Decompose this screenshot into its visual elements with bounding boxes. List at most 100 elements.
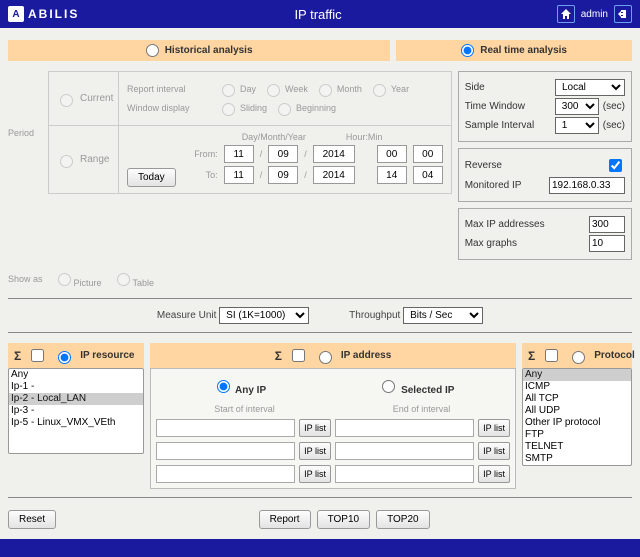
monitor-panel: Reverse Monitored IP bbox=[458, 148, 632, 202]
measure-unit-label: Measure Unit bbox=[157, 310, 216, 321]
ip-end-3[interactable] bbox=[335, 465, 474, 483]
report-interval-label: Report interval bbox=[127, 84, 211, 94]
reverse-checkbox[interactable] bbox=[609, 159, 622, 172]
footer-bar bbox=[0, 539, 640, 557]
selected-ip-radio[interactable] bbox=[382, 380, 395, 393]
period-label: Period bbox=[8, 128, 48, 138]
ip-address-sigma-checkbox[interactable] bbox=[292, 349, 305, 362]
side-label: Side bbox=[465, 82, 551, 93]
from-month-input[interactable] bbox=[268, 145, 298, 163]
realtime-settings-panel: Side Local Time Window 300 (sec) Sample … bbox=[458, 71, 632, 142]
iplist-button[interactable]: IP list bbox=[478, 442, 510, 460]
interval-day-radio bbox=[222, 84, 235, 97]
throughput-select[interactable]: Bits / Sec bbox=[403, 307, 483, 324]
period-range-radio bbox=[60, 155, 73, 168]
ip-start-3[interactable] bbox=[156, 465, 295, 483]
to-year-input[interactable] bbox=[313, 166, 355, 184]
logout-icon[interactable] bbox=[614, 5, 632, 23]
ip-address-title: IP address bbox=[341, 350, 391, 361]
tab-historical-radio[interactable] bbox=[146, 44, 159, 57]
iplist-button[interactable]: IP list bbox=[299, 465, 331, 483]
window-display-label: Window display bbox=[127, 103, 211, 113]
time-window-select[interactable]: 300 bbox=[555, 98, 599, 115]
brand-name: ABILIS bbox=[28, 7, 79, 21]
from-day-input[interactable] bbox=[224, 145, 254, 163]
end-interval-label: End of interval bbox=[333, 404, 510, 414]
from-label: From: bbox=[186, 149, 218, 159]
interval-day-label: Day bbox=[240, 84, 256, 94]
today-button[interactable]: Today bbox=[127, 168, 176, 187]
showas-table-radio bbox=[117, 273, 130, 286]
monitored-ip-label: Monitored IP bbox=[465, 180, 545, 191]
time-window-label: Time Window bbox=[465, 101, 551, 112]
ip-start-2[interactable] bbox=[156, 442, 295, 460]
display-sliding-label: Sliding bbox=[240, 103, 267, 113]
interval-year-label: Year bbox=[391, 84, 409, 94]
iplist-button[interactable]: IP list bbox=[478, 419, 510, 437]
report-button[interactable]: Report bbox=[259, 510, 311, 529]
monitored-ip-input[interactable] bbox=[549, 177, 625, 194]
interval-week-radio bbox=[267, 84, 280, 97]
top10-button[interactable]: TOP10 bbox=[317, 510, 371, 529]
showas-picture-label: Picture bbox=[74, 278, 102, 288]
reset-button[interactable]: Reset bbox=[8, 510, 56, 529]
ip-end-1[interactable] bbox=[335, 419, 474, 437]
start-interval-label: Start of interval bbox=[156, 404, 333, 414]
protocol-sigma-checkbox[interactable] bbox=[545, 349, 558, 362]
sample-interval-unit: (sec) bbox=[603, 120, 625, 131]
tab-realtime[interactable]: Real time analysis bbox=[396, 40, 632, 61]
iplist-button[interactable]: IP list bbox=[478, 465, 510, 483]
ip-resource-radio[interactable] bbox=[58, 351, 71, 364]
to-min-input[interactable] bbox=[413, 166, 443, 184]
ip-end-2[interactable] bbox=[335, 442, 474, 460]
from-hour-input[interactable] bbox=[377, 145, 407, 163]
tab-historical[interactable]: Historical analysis bbox=[8, 40, 390, 61]
sigma-icon: Σ bbox=[275, 349, 282, 363]
interval-month-radio bbox=[319, 84, 332, 97]
ip-resource-sigma-checkbox[interactable] bbox=[31, 349, 44, 362]
throughput-label: Throughput bbox=[349, 310, 400, 321]
protocol-radio[interactable] bbox=[572, 351, 585, 364]
display-beginning-radio bbox=[278, 103, 291, 116]
showas-label: Show as bbox=[8, 274, 43, 284]
measure-unit-select[interactable]: SI (1K=1000) bbox=[219, 307, 309, 324]
to-day-input[interactable] bbox=[224, 166, 254, 184]
side-select[interactable]: Local bbox=[555, 79, 625, 96]
period-current-radio bbox=[60, 94, 73, 107]
tab-historical-label: Historical analysis bbox=[165, 45, 253, 56]
from-year-input[interactable] bbox=[313, 145, 355, 163]
showas-table-label: Table bbox=[133, 278, 155, 288]
ip-resource-list[interactable]: AnyIp-1 -Ip-2 - Local_LANIp-3 -Ip-5 - Li… bbox=[8, 368, 144, 454]
sigma-icon: Σ bbox=[14, 349, 21, 363]
ip-address-radio[interactable] bbox=[319, 351, 332, 364]
ip-start-1[interactable] bbox=[156, 419, 295, 437]
logo-icon: A bbox=[8, 6, 24, 22]
protocol-list[interactable]: AnyICMPAll TCPAll UDPOther IP protocolFT… bbox=[522, 368, 632, 466]
to-month-input[interactable] bbox=[268, 166, 298, 184]
time-window-unit: (sec) bbox=[603, 101, 625, 112]
selected-ip-label: Selected IP bbox=[401, 385, 454, 396]
sample-interval-select[interactable]: 1 bbox=[555, 117, 599, 134]
to-hour-input[interactable] bbox=[377, 166, 407, 184]
tab-realtime-label: Real time analysis bbox=[480, 45, 567, 56]
max-ip-label: Max IP addresses bbox=[465, 219, 585, 230]
any-ip-radio[interactable] bbox=[217, 380, 230, 393]
period-current-label: Current bbox=[80, 93, 113, 104]
top20-button[interactable]: TOP20 bbox=[376, 510, 430, 529]
admin-label: admin bbox=[581, 9, 608, 20]
any-ip-label: Any IP bbox=[235, 385, 266, 396]
interval-week-label: Week bbox=[285, 84, 308, 94]
tab-realtime-radio[interactable] bbox=[461, 44, 474, 57]
interval-year-radio bbox=[373, 84, 386, 97]
dmy-heading: Day/Month/Year bbox=[242, 132, 306, 142]
hm-heading: Hour:Min bbox=[346, 132, 383, 142]
iplist-button[interactable]: IP list bbox=[299, 419, 331, 437]
from-min-input[interactable] bbox=[413, 145, 443, 163]
iplist-button[interactable]: IP list bbox=[299, 442, 331, 460]
to-label: To: bbox=[186, 170, 218, 180]
max-ip-input[interactable] bbox=[589, 216, 625, 233]
showas-picture-radio bbox=[58, 273, 71, 286]
max-graphs-input[interactable] bbox=[589, 235, 625, 252]
home-icon[interactable] bbox=[557, 5, 575, 23]
period-range-label: Range bbox=[80, 154, 109, 165]
